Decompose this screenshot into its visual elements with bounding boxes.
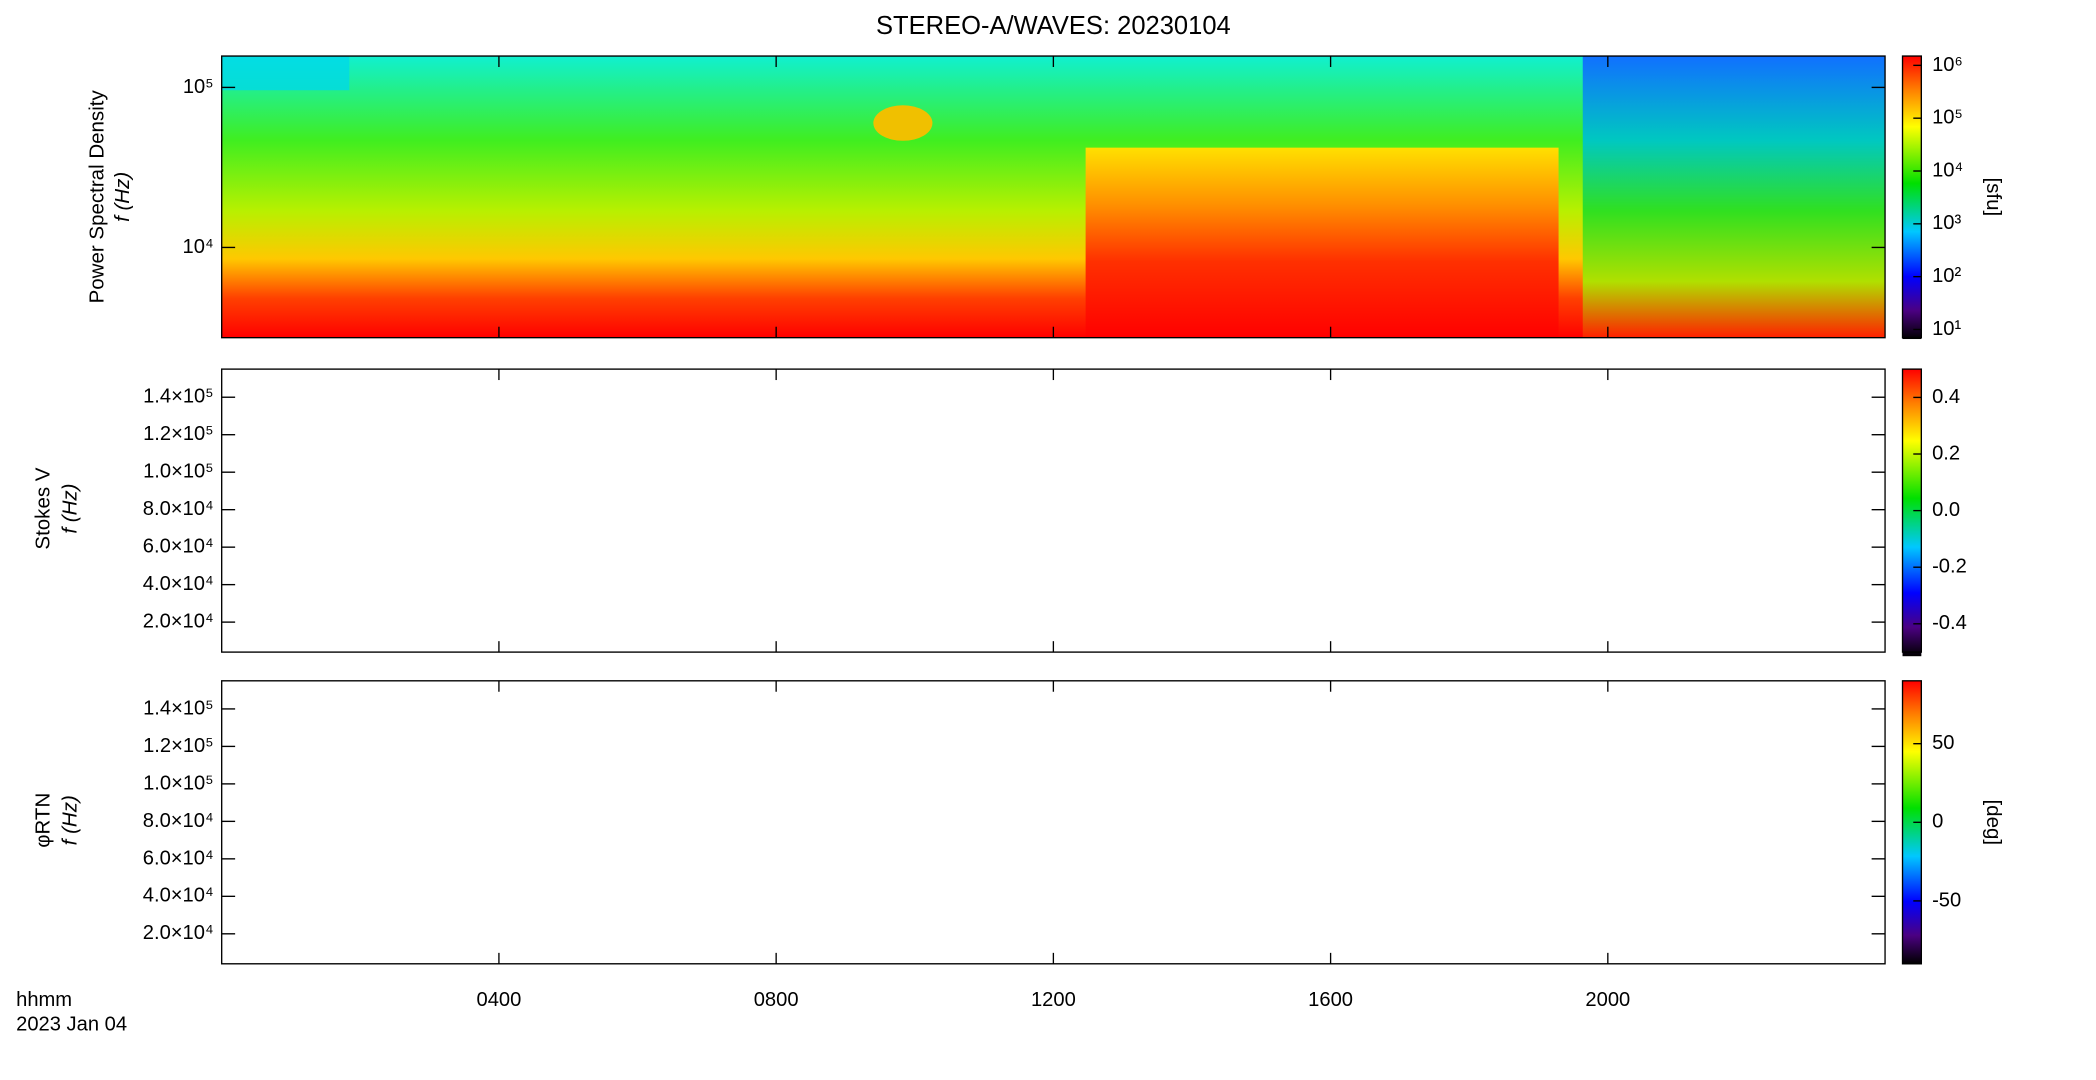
y-axis-label: f (Hz) (112, 172, 134, 222)
x-tick-label: 1200 (1031, 989, 1076, 1011)
colorbar-tick-label: 10⁵ (1932, 106, 1963, 128)
plot-frame (221, 368, 1886, 653)
colorbar-tick-label: 10¹ (1932, 318, 1961, 340)
y-tick-label: 1.0×10⁵ (143, 772, 214, 794)
colorbar-tick-label: -50 (1932, 889, 1961, 911)
x-axis-label: 2023 Jan 04 (16, 1014, 127, 1036)
x-tick-label: 0800 (754, 989, 799, 1011)
y-axis-label: Stokes V (33, 467, 55, 549)
y-tick-label: 6.0×10⁴ (143, 535, 214, 557)
y-tick-label: 10⁵ (183, 76, 214, 98)
y-tick-label: 10⁴ (183, 236, 214, 258)
colorbar-label: [sfu] (1982, 177, 2004, 216)
chart-title: STEREO-A/WAVES: 20230104 (876, 12, 1231, 40)
colorbar-frame (1901, 55, 1923, 339)
y-tick-label: 1.4×10⁵ (143, 385, 214, 407)
x-tick-label: 0400 (476, 989, 521, 1011)
y-axis-label: f (Hz) (60, 483, 82, 533)
plot-frame (221, 680, 1886, 965)
y-tick-label: 1.2×10⁵ (143, 735, 214, 757)
colorbar-tick-label: 10³ (1932, 212, 1961, 234)
y-tick-label: 4.0×10⁴ (143, 573, 214, 595)
colorbar-tick-label: 0 (1932, 811, 1943, 833)
colorbar (1902, 369, 1922, 657)
y-tick-label: 1.0×10⁵ (143, 460, 214, 482)
y-tick-label: 8.0×10⁴ (143, 498, 214, 520)
y-axis-label: f (Hz) (60, 795, 82, 845)
spectrogram-image (221, 56, 1886, 338)
y-tick-label: 2.0×10⁴ (143, 922, 214, 944)
colorbar (1902, 680, 1922, 964)
colorbar-tick-label: 0.0 (1932, 499, 1960, 521)
x-tick-label: 1600 (1308, 989, 1353, 1011)
y-tick-label: 8.0×10⁴ (143, 810, 214, 832)
y-tick-label: 2.0×10⁴ (143, 610, 214, 632)
colorbar-tick-label: 10⁶ (1932, 54, 1963, 76)
colorbar-label: [deg] (1982, 799, 2004, 845)
x-axis-label: hhmm (16, 989, 72, 1011)
colorbar-tick-label: -0.2 (1932, 555, 1967, 577)
y-axis-label: φRTN (33, 793, 55, 848)
colorbar-tick-label: 0.2 (1932, 442, 1960, 464)
colorbar (1902, 56, 1922, 340)
x-tick-label: 2000 (1585, 989, 1630, 1011)
y-tick-label: 4.0×10⁴ (143, 885, 214, 907)
colorbar-tick-label: 50 (1932, 732, 1954, 754)
y-tick-label: 1.4×10⁵ (143, 697, 214, 719)
colorbar-tick-label: 10⁴ (1932, 159, 1963, 181)
y-tick-label: 6.0×10⁴ (143, 847, 214, 869)
y-tick-label: 1.2×10⁵ (143, 423, 214, 445)
y-axis-label: Power Spectral Density (87, 89, 109, 303)
colorbar-tick-label: 10² (1932, 265, 1961, 287)
colorbar-tick-label: 0.4 (1932, 386, 1960, 408)
colorbar-tick-label: -0.4 (1932, 612, 1967, 634)
